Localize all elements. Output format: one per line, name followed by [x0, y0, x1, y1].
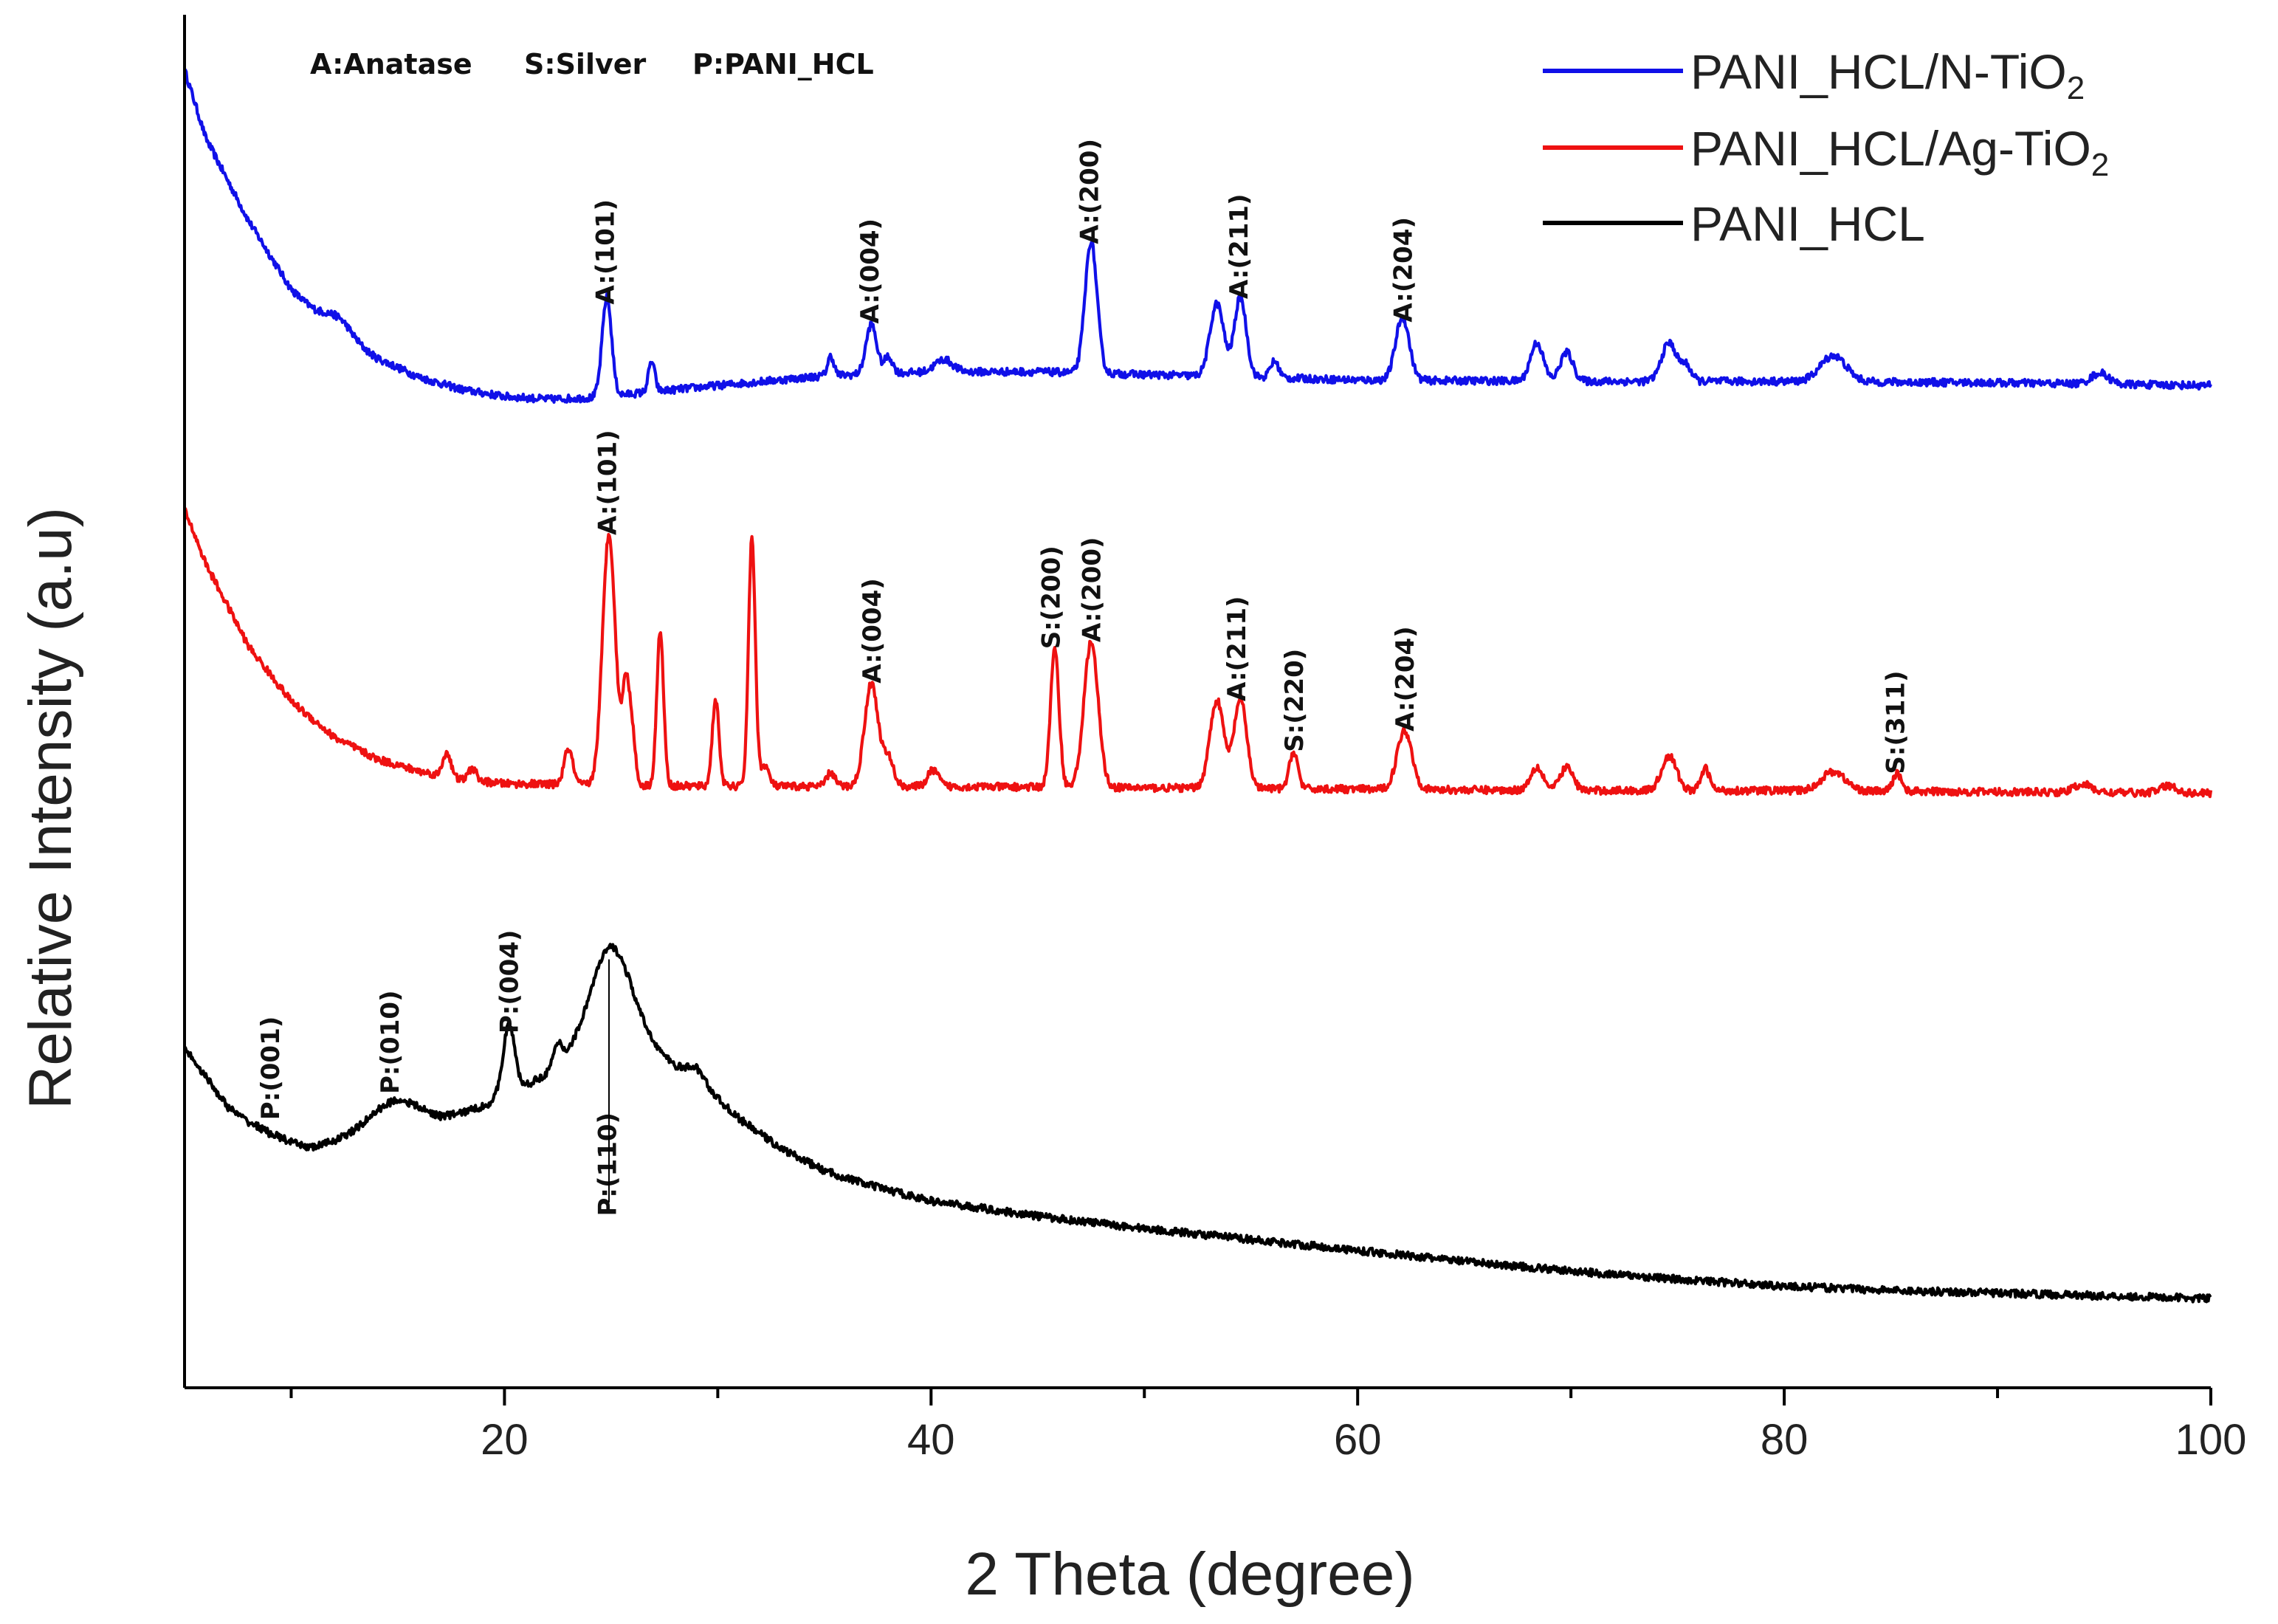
peak-annotation-4: A:(204) — [1389, 217, 1418, 323]
phase-key-item-1: S:Silver — [524, 48, 647, 80]
x-tick-label-80: 80 — [1761, 1416, 1809, 1464]
peak-annotation-15: P:(004) — [495, 930, 525, 1034]
x-tick-label-20: 20 — [481, 1416, 529, 1464]
peak-annotation-1: A:(004) — [856, 219, 885, 324]
peak-annotation-7: S:(200) — [1037, 546, 1067, 649]
peak-annotation-10: S:(220) — [1280, 649, 1310, 752]
legend-label-ag-tio2: PANI_HCL/Ag-TiO2 — [1690, 121, 2109, 183]
peak-annotation-2: A:(200) — [1076, 139, 1105, 244]
legend: PANI_HCL/N-TiO2 PANI_HCL/Ag-TiO2 PANI_HC… — [1543, 44, 2109, 251]
x-axis-title: 2 Theta (degree) — [965, 1541, 1414, 1608]
peak-annotation-6: A:(004) — [858, 578, 887, 684]
peak-annotation-0: A:(101) — [591, 199, 621, 305]
series-layer — [182, 68, 2213, 1304]
phase-key-item-2: P:PANI_HCL — [692, 48, 874, 80]
series-line-pani-hcl-n-tio2 — [182, 68, 2212, 404]
x-ticks: 20 40 60 80 100 — [289, 1388, 2247, 1464]
peak-annotation-3: A:(211) — [1225, 193, 1254, 299]
peak-annotation-14: P:(010) — [376, 990, 405, 1094]
x-tick-label-100: 100 — [2175, 1416, 2247, 1464]
peak-annotation-12: S:(311) — [1882, 670, 1911, 774]
peak-annotations: A:(101) A:(004) A:(200) A:(211) A:(204) A:(10… — [256, 139, 1911, 1216]
series-line-pani-hcl-ag-tio2 — [183, 507, 2213, 799]
x-tick-label-60: 60 — [1334, 1416, 1382, 1464]
y-axis-title: Relative Intensity (a.u) — [17, 507, 84, 1109]
peak-annotation-9: A:(211) — [1222, 596, 1252, 701]
x-tick-label-40: 40 — [907, 1416, 955, 1464]
legend-label-pani-hcl: PANI_HCL — [1690, 196, 1925, 251]
phase-key-item-0: A:Anatase — [310, 48, 472, 80]
series-line-pani-hcl — [183, 943, 2212, 1304]
legend-label-n-tio2: PANI_HCL/N-TiO2 — [1690, 44, 2085, 106]
axes-layer — [183, 15, 2211, 1389]
phase-key: A:Anatase S:Silver P:PANI_HCL — [310, 48, 874, 80]
peak-annotation-11: A:(204) — [1391, 626, 1420, 732]
peak-annotation-8: A:(200) — [1077, 537, 1107, 642]
peak-annotation-5: A:(101) — [593, 430, 623, 535]
peak-annotation-13: P:(001) — [256, 1016, 286, 1121]
peak-annotation-16: P:(110) — [593, 1112, 623, 1217]
